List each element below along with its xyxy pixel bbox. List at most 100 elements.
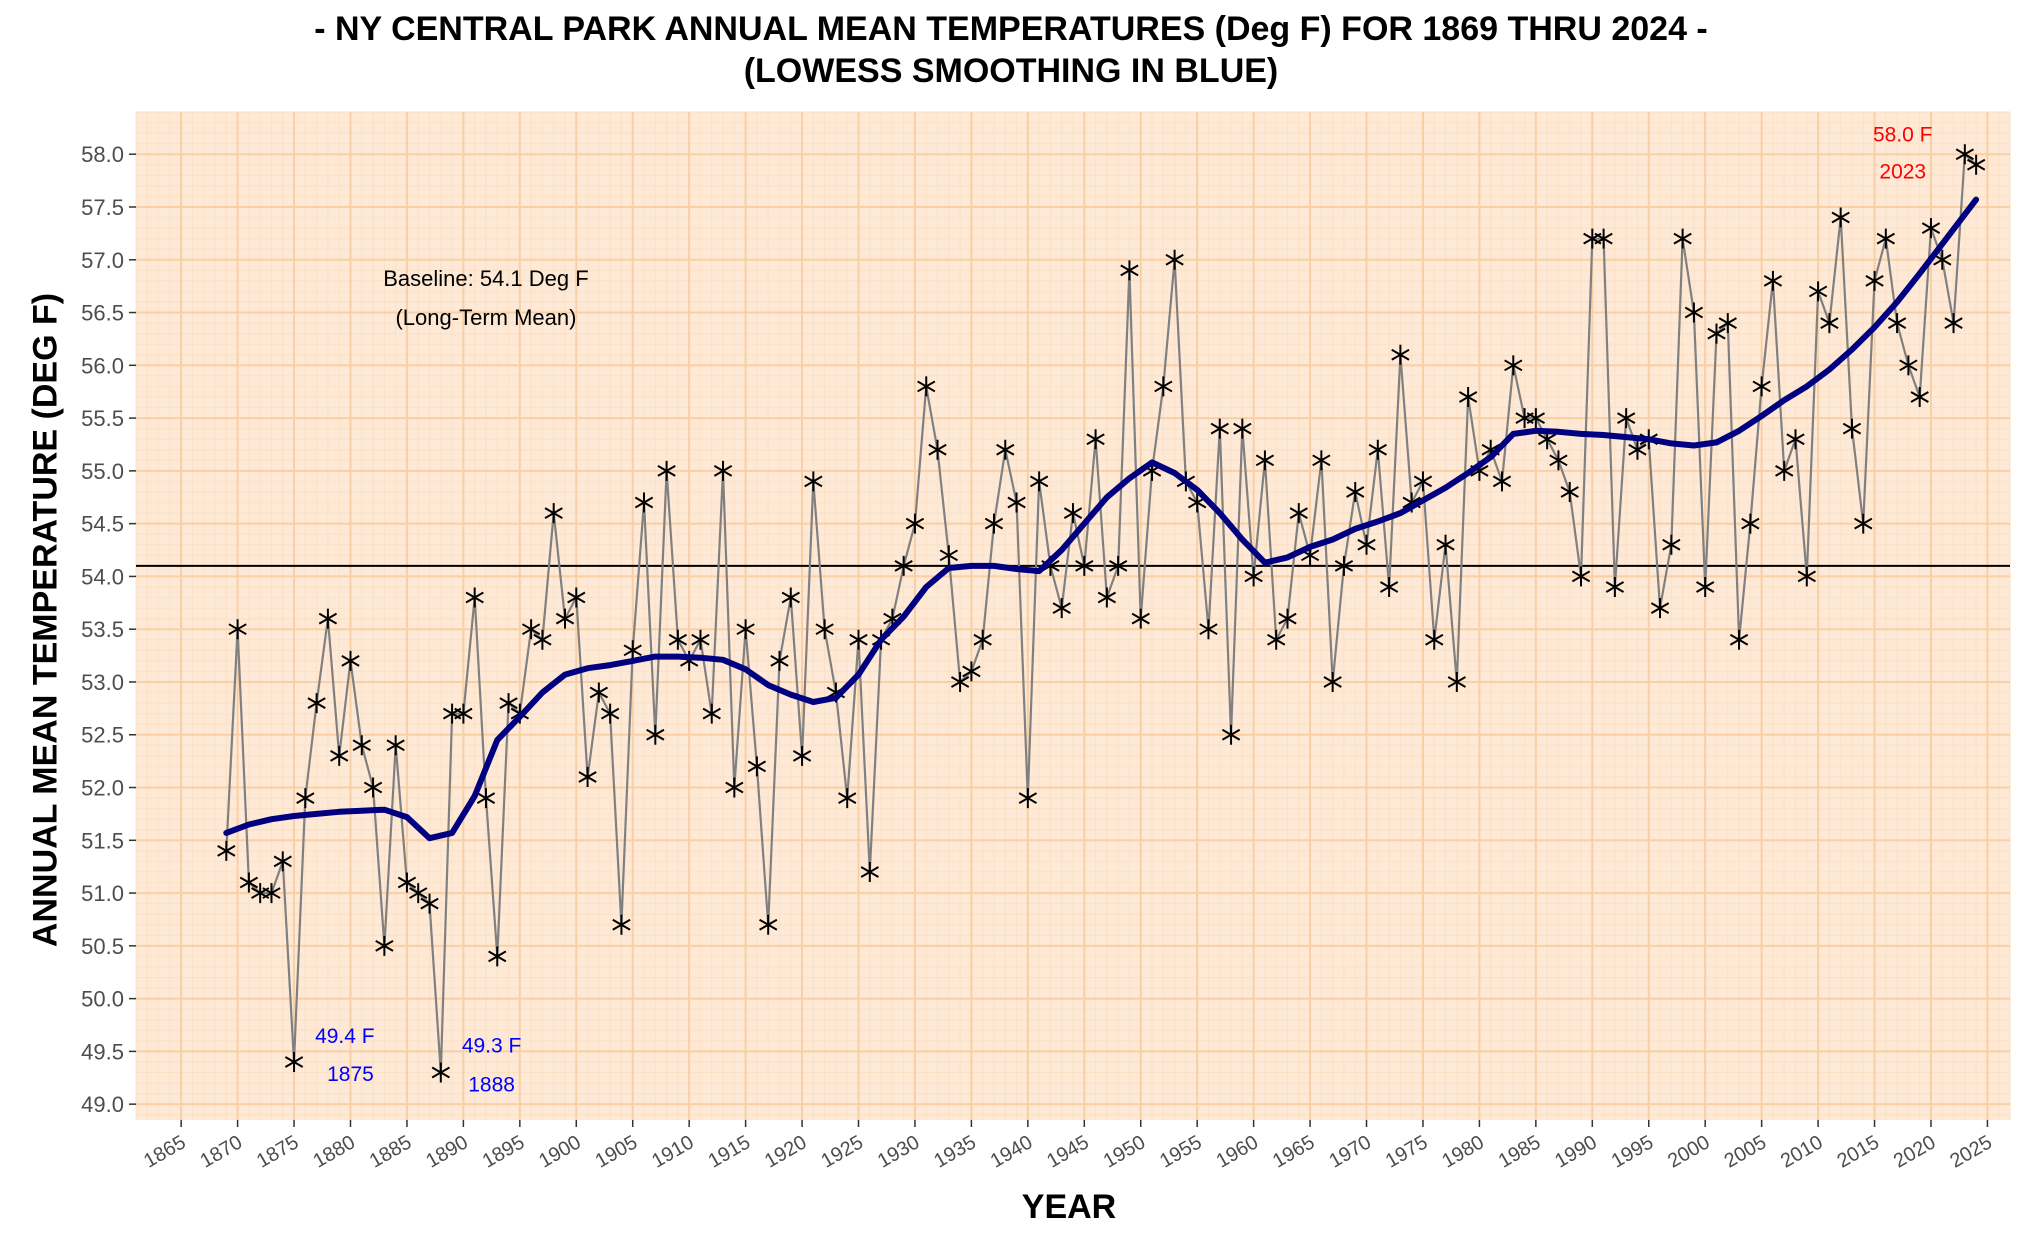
annotation-value-2023: 58.0 F xyxy=(1873,124,1933,147)
y-tick-label: 53.0 xyxy=(81,670,124,695)
x-tick-label: 1975 xyxy=(1382,1131,1432,1172)
baseline-label: Baseline: 54.1 Deg F xyxy=(383,266,588,291)
data-point-marker xyxy=(917,376,936,397)
y-tick-label: 50.0 xyxy=(81,987,124,1012)
major-grid xyxy=(136,112,2010,1120)
data-point-marker xyxy=(1944,313,1963,334)
data-point-marker xyxy=(409,883,428,904)
data-point-marker xyxy=(838,788,857,809)
data-point-marker xyxy=(1199,619,1218,640)
data-point-marker xyxy=(1899,355,1918,376)
data-point-marker xyxy=(352,735,371,756)
data-point-marker xyxy=(815,619,834,640)
y-tick-label: 56.0 xyxy=(81,353,124,378)
baseline-sublabel: (Long-Term Mean) xyxy=(395,305,576,330)
data-point-marker xyxy=(1154,376,1173,397)
data-point-marker xyxy=(555,608,575,629)
data-point-marker xyxy=(1086,429,1105,450)
data-point-marker xyxy=(1267,629,1286,650)
data-point-marker xyxy=(1165,249,1184,270)
y-tick-label: 49.5 xyxy=(81,1039,124,1064)
data-point-marker xyxy=(1763,270,1783,291)
x-tick-label: 1930 xyxy=(874,1131,924,1172)
data-point-marker xyxy=(1458,386,1478,407)
annotation-value-1888: 49.3 F xyxy=(462,1034,522,1057)
data-point-marker xyxy=(984,513,1004,534)
data-point-marker xyxy=(1312,450,1331,471)
data-point-marker xyxy=(1063,503,1083,524)
data-point-markers xyxy=(217,144,1986,1083)
y-tick-label: 54.5 xyxy=(81,512,124,537)
data-point-marker xyxy=(1334,555,1354,576)
x-tick-label: 1980 xyxy=(1438,1131,1488,1172)
annotation-value-1875: 49.4 F xyxy=(315,1025,375,1048)
data-point-marker xyxy=(1696,576,1715,597)
data-point-marker xyxy=(1854,513,1873,534)
data-point-marker xyxy=(1955,144,1975,165)
x-tick-label: 1970 xyxy=(1325,1131,1375,1172)
data-point-marker xyxy=(1549,450,1568,471)
y-tick-label: 54.0 xyxy=(81,564,124,589)
data-point-marker xyxy=(1052,598,1071,619)
data-point-marker xyxy=(1368,439,1387,460)
data-point-marker xyxy=(1797,566,1816,587)
data-point-marker xyxy=(1221,724,1241,745)
data-point-marker xyxy=(1707,323,1726,344)
data-point-marker xyxy=(849,629,868,650)
data-point-marker xyxy=(713,460,733,481)
x-tick-label: 2020 xyxy=(1890,1131,1940,1172)
data-point-marker xyxy=(273,851,292,872)
x-tick-label: 1870 xyxy=(197,1131,247,1172)
data-point-marker xyxy=(1357,534,1376,555)
data-point-marker xyxy=(1413,471,1433,492)
data-point-marker xyxy=(1244,566,1263,587)
data-point-marker xyxy=(736,619,755,640)
y-tick-label: 49.0 xyxy=(81,1092,124,1117)
extreme-annotations: 49.4 F 1875 49.3 F 1888 58.0 F 2023 xyxy=(315,124,1932,1097)
data-point-marker xyxy=(567,587,586,608)
x-tick-label: 1965 xyxy=(1269,1131,1319,1172)
data-point-marker xyxy=(454,703,473,724)
data-point-marker xyxy=(533,629,552,650)
data-point-marker xyxy=(284,1051,304,1072)
x-axis-label: YEAR xyxy=(1021,1188,1117,1226)
data-point-marker xyxy=(488,946,507,967)
data-point-marker xyxy=(1346,481,1365,502)
chart-title-line-2: (LOWESS SMOOTHING IN BLUE) xyxy=(743,52,1279,90)
data-point-marker xyxy=(1278,608,1297,629)
data-point-marker xyxy=(1018,788,1038,809)
data-point-marker xyxy=(1786,429,1805,450)
data-point-marker xyxy=(330,745,349,766)
data-point-marker xyxy=(1741,513,1760,534)
data-point-marker xyxy=(962,661,981,682)
data-point-marker xyxy=(1233,418,1252,439)
data-point-marker xyxy=(1526,408,1546,429)
data-point-marker xyxy=(1684,302,1704,323)
data-point-marker xyxy=(262,883,281,904)
data-point-marker xyxy=(228,619,247,640)
data-point-marker xyxy=(928,439,947,460)
data-point-marker xyxy=(1718,313,1737,334)
data-point-marker xyxy=(578,766,597,787)
y-tick-label: 52.0 xyxy=(81,776,124,801)
data-point-marker xyxy=(1007,492,1026,513)
x-tick-label: 1945 xyxy=(1043,1131,1093,1172)
axis-ticks xyxy=(129,153,1989,1127)
x-tick-label: 1915 xyxy=(705,1131,755,1172)
y-tick-label: 57.0 xyxy=(81,248,124,273)
data-point-marker xyxy=(770,650,789,671)
y-tick-label: 55.5 xyxy=(81,406,124,431)
data-point-marker xyxy=(1775,460,1794,481)
x-tick-label: 1935 xyxy=(930,1131,980,1172)
data-point-marker xyxy=(476,788,496,809)
data-point-marker xyxy=(1842,418,1862,439)
data-point-marker xyxy=(1820,313,1839,334)
data-point-marker xyxy=(634,492,654,513)
data-point-marker xyxy=(318,608,338,629)
data-point-marker xyxy=(1605,576,1625,597)
data-point-marker xyxy=(1210,418,1229,439)
x-tick-label: 1925 xyxy=(817,1131,867,1172)
x-tick-label: 1895 xyxy=(479,1131,529,1172)
data-point-marker xyxy=(702,703,721,724)
